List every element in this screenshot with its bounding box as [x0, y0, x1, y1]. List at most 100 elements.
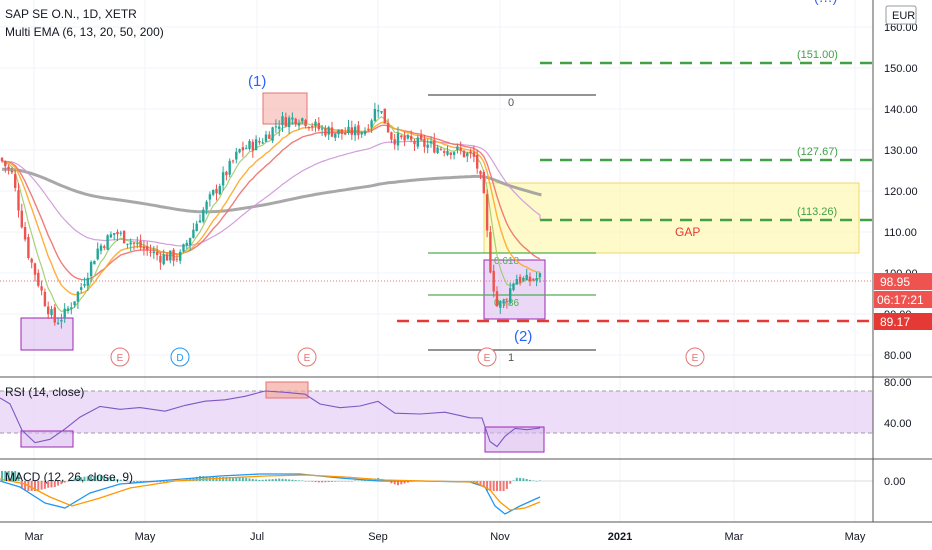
candle-body [419, 135, 423, 140]
candle-body [535, 278, 538, 281]
event-marker-label: E [484, 353, 491, 364]
candle-body [426, 144, 429, 148]
countdown-text: 06:17:21 [877, 293, 924, 307]
candle-body [469, 151, 472, 154]
time-tick: Sep [368, 531, 388, 543]
candle-body [271, 127, 274, 141]
candle-body [119, 232, 122, 234]
macd-histogram-bar [228, 477, 231, 481]
time-tick: Mar [25, 531, 44, 543]
macd-histogram-bar [334, 481, 337, 482]
candle-body [89, 262, 93, 277]
event-marker[interactable] [110, 347, 130, 367]
macd-histogram-bar [390, 481, 393, 484]
macd-histogram-bar [37, 481, 40, 491]
candle-body [522, 277, 525, 281]
candle-body [281, 116, 284, 126]
macd-histogram-bar [354, 480, 357, 481]
event-marker[interactable] [685, 347, 705, 367]
candle-body [215, 188, 218, 194]
candle-body [235, 151, 238, 160]
macd-histogram-bar [535, 481, 538, 482]
macd-histogram-bar [53, 481, 56, 488]
currency-box[interactable] [885, 5, 917, 25]
macd-histogram-bar [278, 478, 281, 481]
currency-label: EUR [892, 10, 915, 22]
macd-histogram-bar [4, 471, 7, 481]
time-tick: May [845, 531, 866, 543]
time-axis[interactable]: Mar May Jul Sep Nov 2021 Mar May [25, 531, 866, 543]
macd-histogram-bar [314, 481, 317, 483]
rsi-line [0, 390, 541, 448]
candle-body [238, 149, 241, 153]
candle-body [436, 147, 439, 153]
macd-histogram-bar [261, 479, 264, 481]
macd-histogram-bar [271, 479, 274, 481]
candle-body [532, 279, 535, 281]
candle-body [443, 151, 446, 153]
indicator-title: Multi EMA (6, 13, 20, 50, 200) [5, 25, 164, 39]
macd-histogram-bar [347, 481, 350, 482]
macd-histogram-bar [73, 478, 76, 481]
macd-histogram-bar [60, 481, 63, 485]
candle-body [337, 129, 340, 135]
macd-histogram-bar [86, 476, 89, 481]
candle-body [116, 231, 119, 235]
macd-histogram-bar [199, 476, 201, 481]
macd-histogram-bar [119, 479, 122, 481]
time-tick: May [135, 531, 156, 543]
candle-body [380, 111, 383, 113]
macd-histogram-bar [109, 477, 112, 481]
candle-body [370, 120, 373, 128]
macd-signal-line [0, 474, 541, 511]
candle-body [416, 137, 419, 147]
candle-body [60, 319, 63, 322]
macd-histogram-bar [393, 481, 396, 485]
macd-histogram-bar [232, 477, 234, 481]
macd-histogram-bar [113, 478, 116, 481]
candle-body [83, 284, 86, 286]
event-marker[interactable] [297, 347, 317, 367]
price-axis[interactable]: 160.00150.00140.00130.00120.00110.00100.… [884, 22, 918, 362]
candle-body [221, 172, 225, 186]
candle-body [261, 142, 264, 144]
price-candles [0, 102, 542, 329]
macd-histogram-bar [512, 480, 515, 481]
candle-body [80, 287, 83, 290]
candle-body [344, 132, 347, 135]
macd-histogram-bar [311, 481, 314, 482]
candle-body [433, 140, 436, 153]
candle-body [155, 251, 159, 256]
macd-histogram-bar [340, 481, 343, 482]
candle-body [499, 301, 502, 308]
current-price-text: 98.95 [880, 275, 910, 289]
macd-histogram-bar [123, 480, 126, 481]
event-marker[interactable] [477, 347, 497, 367]
event-marker-label: E [304, 353, 311, 364]
macd-histogram-bar [133, 481, 135, 483]
macd-histogram-bar [509, 481, 512, 484]
macd-histogram-bar [337, 481, 340, 482]
macd-histogram-bar [350, 481, 353, 482]
fib-label-0618: 0.618 [494, 256, 519, 267]
macd-histogram-bar [159, 481, 162, 483]
macd-histogram-bar [482, 481, 485, 487]
macd-histogram-bar [525, 478, 528, 481]
candle-body [179, 251, 182, 261]
event-marker[interactable] [170, 347, 190, 367]
candle-body [311, 126, 314, 128]
candle-body [50, 309, 53, 316]
candle-body [7, 166, 10, 169]
rsi-title: RSI (14, close) [5, 385, 84, 399]
candle-body [482, 172, 485, 194]
macd-histogram-bar [284, 479, 287, 481]
candle-body [76, 291, 80, 302]
fib-label-1: 1 [508, 352, 514, 364]
macd-histogram-bar [225, 477, 228, 481]
candle-body [254, 139, 258, 151]
candle-body [492, 270, 495, 292]
candle-body [33, 263, 37, 275]
candle-body [185, 242, 188, 246]
